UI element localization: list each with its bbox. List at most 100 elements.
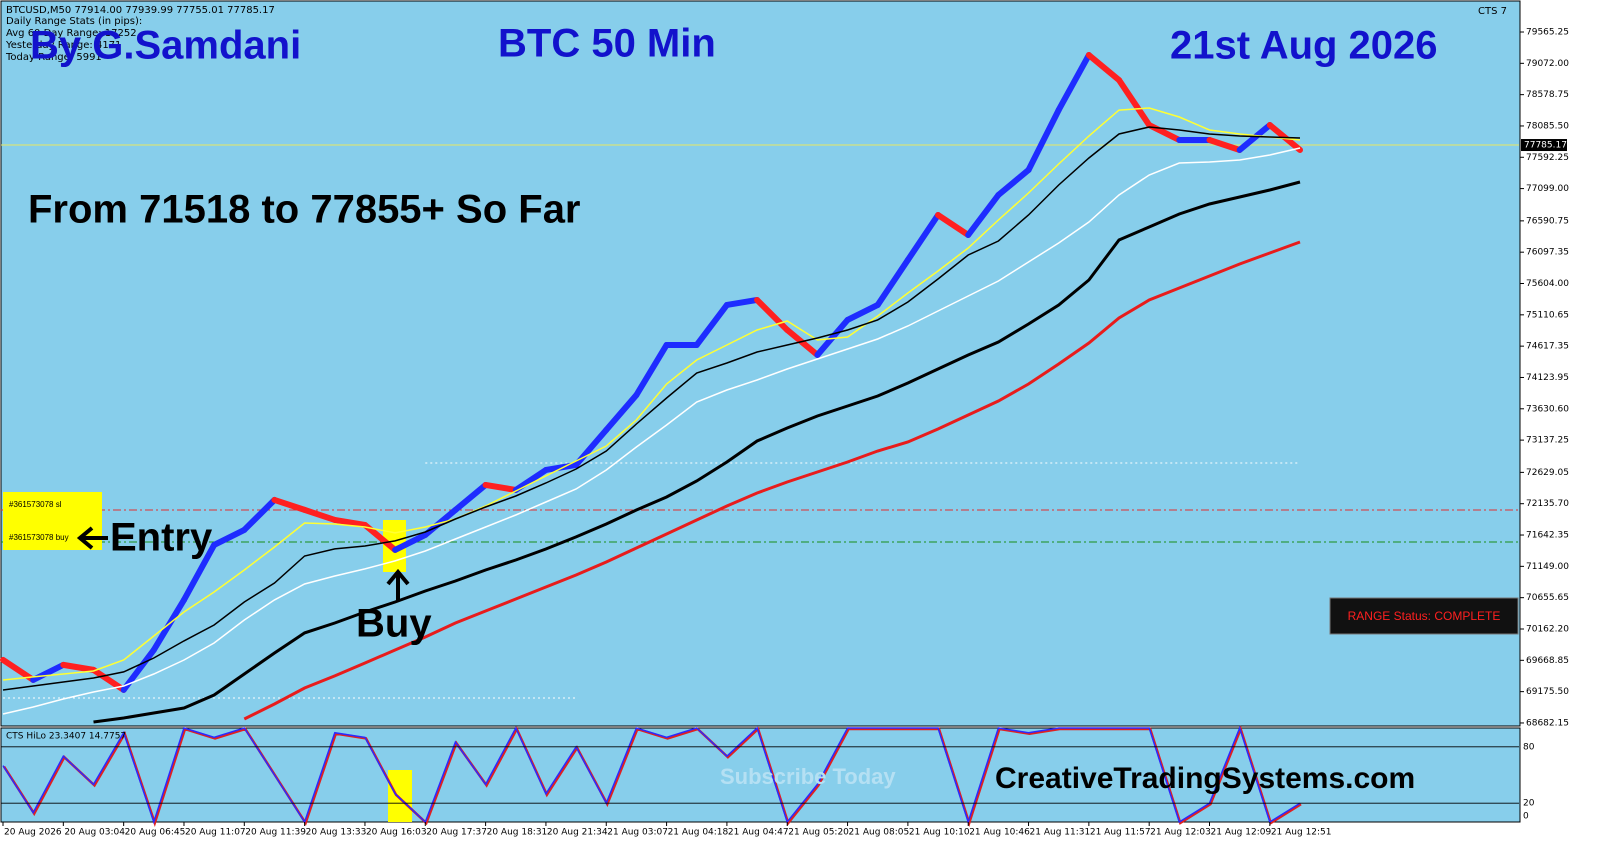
y-tick-label: 74617.35: [1526, 342, 1569, 352]
website: CreativeTradingSystems.com: [995, 762, 1415, 795]
x-tick-label: 20 Aug 11:39: [245, 828, 306, 838]
y-tick-label: 69175.50: [1526, 687, 1569, 697]
price-segment: [542, 461, 580, 473]
y-tick-label: 75110.65: [1526, 310, 1569, 320]
price-segment: [361, 521, 399, 553]
price-segment: [1055, 52, 1092, 113]
moving-average: [2, 126, 1301, 691]
y-tick-label: 72629.05: [1526, 468, 1569, 478]
buy-highlight-osc: [388, 770, 412, 822]
y-tick-label: 78578.75: [1526, 90, 1569, 100]
x-tick-label: 20 Aug 03:04: [64, 828, 125, 838]
order-buy: #361573078 buy: [9, 533, 69, 542]
buy-arrow: [386, 568, 410, 600]
price-segment: [1236, 122, 1273, 153]
y-tick-label: 78085.50: [1526, 121, 1569, 131]
price-segment: [60, 661, 97, 673]
price-segment: [935, 212, 972, 239]
order-sl: #361573078 sl: [9, 500, 62, 509]
x-tick-label: 21 Aug 08:05: [849, 828, 910, 838]
watermark: Subscribe Today: [720, 764, 896, 789]
price-segment: [211, 526, 248, 548]
y-tick-label: 69668.85: [1526, 656, 1569, 666]
price-segment: [603, 391, 640, 433]
price-segment: [241, 496, 278, 533]
oscillator-line: [2, 725, 1301, 825]
y-tick-label: 70162.20: [1526, 624, 1569, 634]
y-tick-label: 79565.25: [1526, 28, 1569, 38]
osc-tick-label: 0: [1523, 812, 1529, 822]
price-segment: [995, 166, 1032, 199]
x-tick-label: 20 Aug 11:07: [185, 828, 246, 838]
x-tick-label: 21 Aug 10:10: [909, 828, 970, 838]
price-segment: [814, 316, 851, 358]
result: From 71518 to 77855+ So Far: [28, 188, 581, 232]
x-tick-label: 21 Aug 11:31: [1030, 828, 1091, 838]
x-tick-label: 20 Aug 16:03: [366, 828, 427, 838]
price-segment: [1085, 52, 1123, 84]
osc-tick-label: 20: [1523, 799, 1535, 809]
y-tick-label: 71642.35: [1526, 531, 1569, 541]
price-segment: [180, 541, 218, 603]
y-tick-label: 73137.25: [1526, 436, 1569, 446]
timeframe: BTC 50 Min: [498, 22, 716, 66]
y-tick-label: 77592.25: [1526, 153, 1569, 163]
price-segment: [0, 656, 37, 683]
x-tick-label: 20 Aug 13:33: [306, 828, 367, 838]
range-status-box: [1329, 597, 1519, 635]
indicator-name: CTS 7: [1478, 6, 1507, 17]
y-tick-label: 76097.35: [1526, 248, 1569, 258]
stats-line: Today Range: 5991: [5, 52, 102, 63]
x-tick-label: 21 Aug 12:09: [1211, 828, 1272, 838]
moving-average: [2, 147, 1301, 715]
y-tick-label: 72135.70: [1526, 499, 1569, 509]
x-tick-label: 21 Aug 11:57: [1090, 828, 1151, 838]
author: By G.Samdani: [30, 24, 301, 68]
y-tick-label: 70655.65: [1526, 593, 1569, 603]
x-tick-label: 21 Aug 05:20: [788, 828, 849, 838]
y-tick-label: 77099.00: [1526, 184, 1569, 194]
price-segment: [965, 192, 1002, 239]
range-status: RANGE Status: COMPLETE: [1348, 609, 1501, 623]
date: 21st Aug 2026: [1170, 24, 1438, 68]
stats-title: Daily Range Stats (in pips):: [6, 16, 142, 27]
x-tick-label: 21 Aug 12:03: [1150, 828, 1211, 838]
price-segment: [301, 506, 338, 523]
y-tick-label: 76590.75: [1526, 216, 1569, 226]
x-tick-label: 21 Aug 04:18: [668, 828, 729, 838]
x-tick-label: 20 Aug 17:37: [426, 828, 487, 838]
price-segment: [331, 516, 368, 528]
moving-average: [2, 107, 1301, 681]
price-segment: [633, 341, 670, 398]
price-segment: [723, 296, 761, 308]
entry-label: Entry: [110, 516, 213, 560]
price-segment: [392, 531, 429, 553]
x-tick-label: 20 Aug 18:31: [487, 828, 548, 838]
price-segment: [1025, 106, 1062, 173]
x-tick-label: 21 Aug 03:07: [607, 828, 668, 838]
price-segment: [452, 481, 489, 513]
price-segment: [30, 661, 67, 683]
price-segment: [874, 256, 911, 308]
y-tick-label: 73630.60: [1526, 404, 1569, 414]
buy-label: Buy: [356, 602, 432, 646]
x-tick-label: 21 Aug 04:47: [728, 828, 789, 838]
price-segment: [271, 496, 308, 513]
price-segment: [482, 481, 519, 493]
price-segment: [693, 301, 730, 348]
x-tick-label: 21 Aug 12:51: [1271, 828, 1332, 838]
entry-arrow: [76, 526, 108, 550]
price-segment: [784, 326, 821, 358]
osc-tick-label: 80: [1523, 742, 1535, 752]
last-price-label: 77785.17: [1524, 141, 1567, 151]
y-tick-label: 79072.00: [1526, 59, 1569, 69]
price-segment: [1206, 137, 1243, 153]
x-tick-label: 20 Aug 2026: [4, 828, 62, 838]
y-tick-label: 74123.95: [1526, 373, 1569, 383]
main-panel: [0, 0, 1521, 727]
price-segment: [844, 301, 881, 323]
moving-average: [243, 240, 1301, 721]
stats-line: Yesterday Range: 4171: [5, 40, 121, 51]
osc-title: CTS HiLo 23.3407 14.7757: [6, 732, 126, 742]
price-segment: [512, 466, 549, 493]
